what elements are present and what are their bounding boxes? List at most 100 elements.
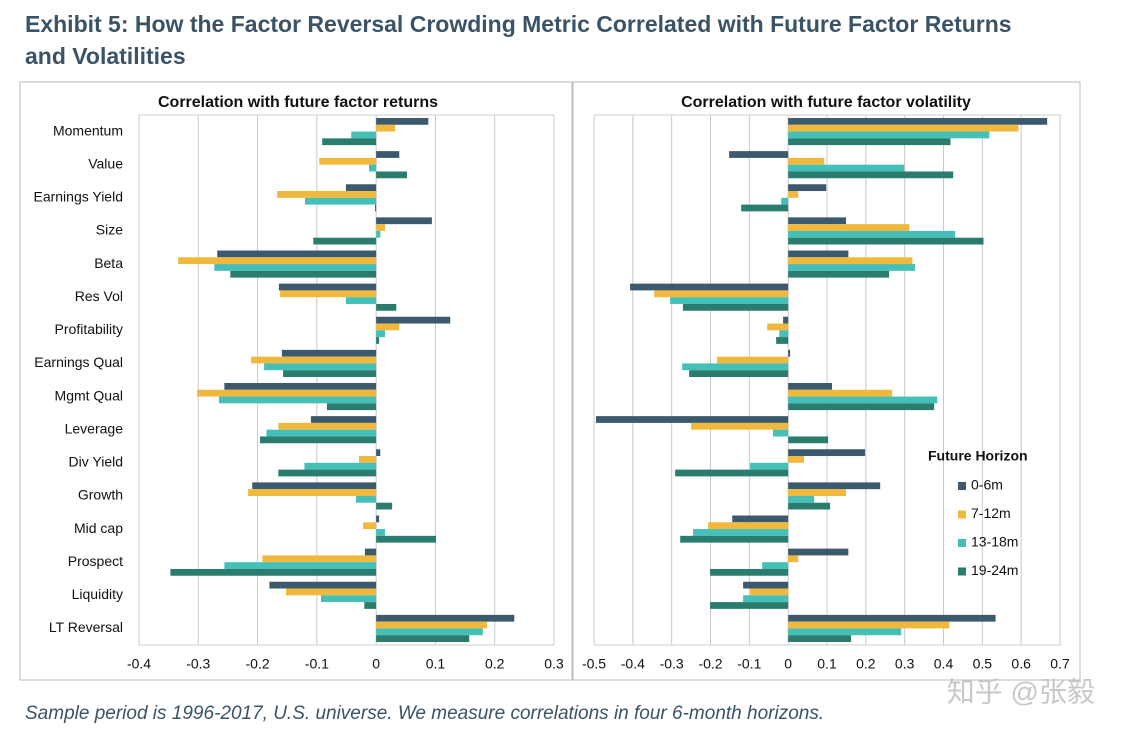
bar (788, 389, 893, 397)
bar (364, 602, 377, 609)
x-tick-label: -0.2 (246, 656, 270, 672)
bar (788, 171, 954, 179)
bar (376, 118, 429, 125)
x-tick-label: 0.4 (934, 656, 954, 672)
bar (788, 436, 829, 444)
bar (266, 429, 377, 437)
chart-title: Correlation with future factor volatilit… (681, 94, 971, 111)
bar (788, 230, 956, 238)
bar (750, 588, 789, 596)
bar (345, 297, 377, 304)
legend-swatch (958, 482, 966, 490)
bar (358, 456, 377, 463)
bar (717, 356, 789, 364)
bar (788, 270, 890, 278)
y-tick-label: Growth (78, 487, 123, 503)
bar (788, 250, 849, 258)
bar (363, 522, 377, 530)
y-tick-label: Momentum (53, 122, 123, 138)
page-title: and Volatilities (25, 43, 186, 69)
bar (376, 151, 400, 158)
bar (269, 581, 377, 589)
bar (286, 588, 377, 596)
bar (788, 614, 996, 622)
bar (374, 204, 377, 212)
page-title: Exhibit 5: How the Factor Reversal Crowd… (25, 11, 1012, 37)
x-tick-label: 0 (784, 656, 792, 672)
bar (750, 462, 789, 470)
x-tick-label: 0.6 (1011, 656, 1031, 672)
bar (217, 250, 377, 258)
y-tick-label: Value (88, 155, 123, 171)
bar (376, 337, 380, 344)
bar (762, 562, 789, 569)
y-tick-label: Leverage (65, 420, 124, 436)
bar (277, 191, 377, 198)
bar (319, 157, 377, 165)
x-tick-label: 0.5 (973, 656, 993, 672)
bar (788, 138, 951, 146)
bar (278, 422, 377, 430)
x-tick-label: 0.7 (1050, 656, 1070, 672)
bar (788, 495, 815, 503)
bar (351, 131, 377, 139)
bar (788, 482, 881, 490)
panel-frame (572, 81, 1081, 681)
x-tick-label: 0.2 (856, 656, 876, 672)
bar (178, 257, 377, 265)
bar (788, 257, 913, 265)
bar (376, 330, 386, 338)
x-tick-label: -0.3 (660, 656, 684, 672)
bar (675, 469, 789, 477)
bar (264, 363, 377, 371)
bar (305, 197, 377, 205)
bar (259, 436, 377, 444)
bar (376, 230, 381, 238)
bar (248, 489, 377, 496)
bar (355, 495, 377, 503)
bar (743, 581, 789, 589)
bar (788, 489, 847, 496)
y-tick-label: Beta (94, 255, 123, 271)
bar (376, 224, 386, 231)
footnote: Sample period is 1996-2017, U.S. univers… (25, 703, 824, 724)
bar (670, 297, 789, 304)
legend-label: 0-6m (971, 477, 1003, 493)
bar (376, 529, 386, 536)
bar (376, 621, 488, 629)
bar (262, 555, 377, 563)
bar (710, 568, 789, 576)
x-tick-label: -0.4 (621, 656, 645, 672)
bar (310, 416, 377, 423)
bar (689, 370, 789, 377)
bar (369, 164, 377, 172)
bar (743, 595, 789, 603)
legend-swatch (958, 539, 966, 547)
legend-swatch (958, 510, 966, 519)
bar (767, 323, 789, 331)
bar (321, 595, 377, 603)
x-tick-label: 0 (372, 656, 380, 672)
bar (376, 124, 396, 132)
x-tick-label: 0.3 (544, 656, 564, 672)
bar (224, 383, 377, 390)
chart-title: Correlation with future factor returns (158, 94, 438, 111)
bar (788, 502, 831, 510)
bar (788, 456, 805, 463)
bar (281, 349, 377, 357)
bar (788, 628, 902, 636)
bar (788, 224, 910, 231)
bar (283, 370, 377, 377)
x-tick-label: 0.2 (485, 656, 505, 672)
bar (630, 283, 789, 291)
bar (278, 469, 377, 477)
bar (376, 635, 470, 642)
x-tick-label: -0.1 (305, 656, 329, 672)
bar (781, 197, 789, 205)
legend-label: 7-12m (971, 505, 1011, 521)
bar (680, 535, 789, 543)
x-tick-label: 0.1 (817, 656, 837, 672)
bar (773, 429, 789, 437)
bar (788, 124, 1019, 132)
